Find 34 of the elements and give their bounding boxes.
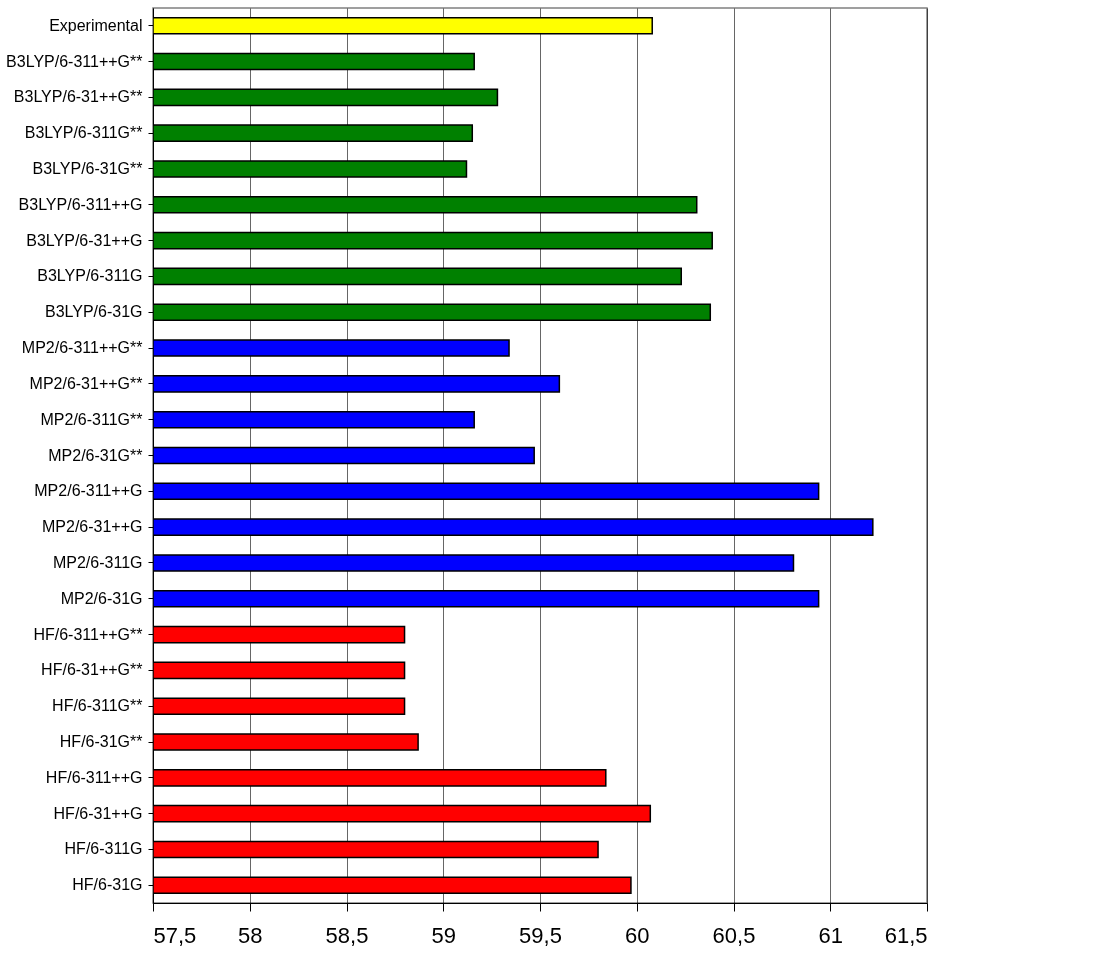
y-tick-label: HF/6-311++G** (33, 625, 143, 643)
x-tick-label: 59 (431, 922, 456, 948)
y-tick-label: HF/6-311++G (45, 768, 143, 786)
x-tick-label: 60,5 (712, 922, 756, 948)
y-tick-label: HF/6-311G** (52, 697, 143, 715)
y-tick-label: B3LYP/6-31++G** (13, 88, 143, 106)
y-tick-label: MP2/6-31G (60, 589, 143, 607)
y-tick-label: HF/6-31++G** (41, 661, 143, 679)
y-tick-label: HF/6-31G** (59, 733, 143, 751)
y-tick-label: B3LYP/6-311G** (24, 124, 143, 142)
x-tick-label: 58,5 (325, 922, 369, 948)
y-tick-label: MP2/6-311G (52, 553, 143, 571)
y-tick-label: MP2/6-311G** (40, 410, 143, 428)
y-tick-label: MP2/6-31G** (48, 446, 143, 464)
x-tick-label: 61,5 (884, 922, 928, 948)
y-tick-label: HF/6-31++G (53, 804, 143, 822)
x-tick-label: 61 (818, 922, 843, 948)
y-tick-label: B3LYP/6-311++G** (6, 52, 143, 70)
y-tick-label: MP2/6-311++G (34, 482, 143, 500)
y-tick-label: Experimental (49, 16, 143, 34)
y-tick-label: MP2/6-31++G (42, 518, 143, 536)
x-tick-label: 60 (625, 922, 650, 948)
y-tick-label: B3LYP/6-31++G (26, 231, 143, 249)
x-tick-label: 58 (238, 922, 263, 948)
y-tick-label: B3LYP/6-31G** (32, 159, 143, 177)
x-tick-label: 57,5 (153, 922, 197, 948)
y-tick-label: HF/6-311G (64, 840, 143, 858)
y-tick-label: B3LYP/6-311++G (18, 195, 143, 213)
y-tick-label: B3LYP/6-311G (37, 267, 143, 285)
y-tick-label: HF/6-31G (72, 876, 143, 894)
y-tick-label: B3LYP/6-31G (44, 303, 143, 321)
x-tick-label: 59,5 (519, 922, 562, 948)
y-tick-label: MP2/6-311++G** (21, 339, 143, 357)
y-tick-label: MP2/6-31++G** (29, 374, 143, 392)
